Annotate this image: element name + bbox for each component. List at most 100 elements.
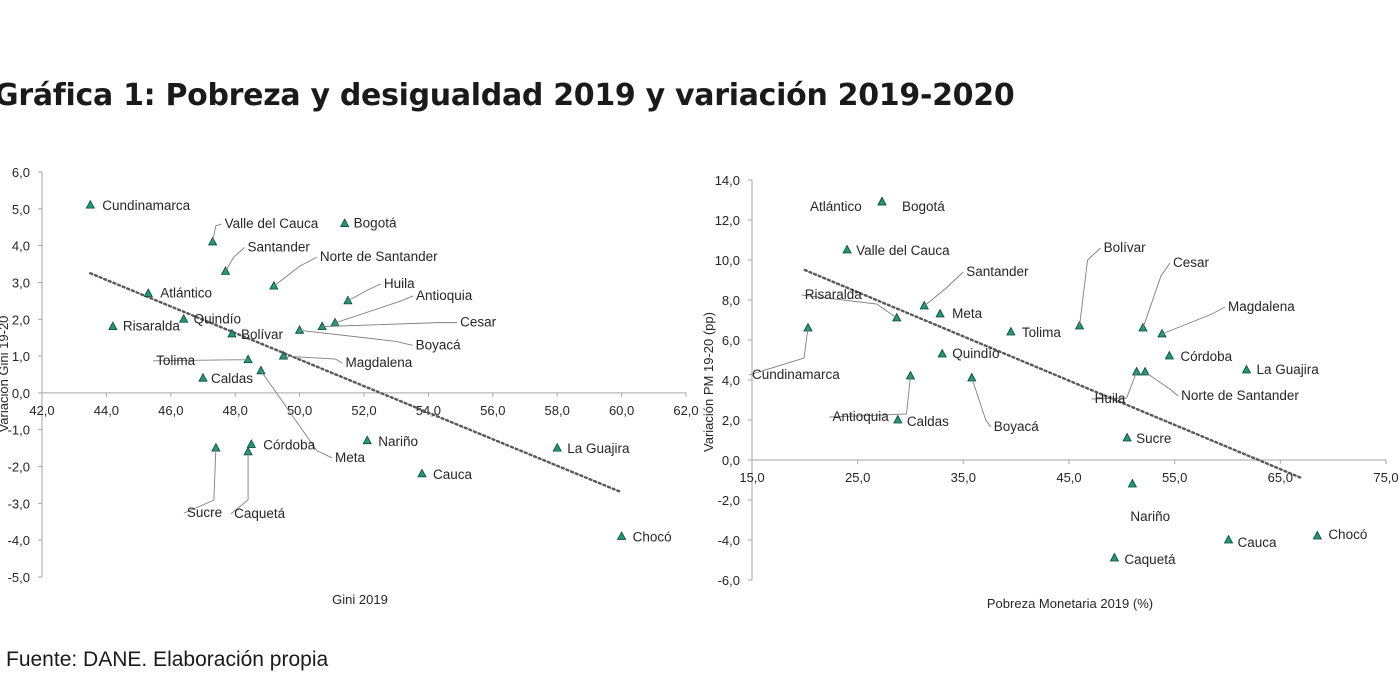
- pm-leader-cesar: [1142, 262, 1171, 329]
- pm-point-cauca: [1223, 534, 1234, 544]
- pm-label-boyaca: Boyacá: [994, 419, 1040, 434]
- pm-label-cordoba: Córdoba: [1180, 349, 1232, 364]
- pm-leader-boyaca: [971, 377, 992, 428]
- pm-point-caldas: [893, 414, 903, 424]
- gini-point-cundinamarca: [85, 199, 95, 209]
- pm-label-cesar: Cesar: [1173, 255, 1210, 270]
- gini-leader-caqueta: [230, 451, 249, 515]
- pm-x-tick-label: 35,0: [951, 470, 976, 485]
- gini-point-caldas: [198, 372, 208, 382]
- gini-label-narino: Nariño: [378, 434, 418, 449]
- pm-leader-norte-de-santander: [1144, 371, 1179, 397]
- pm-y-tick-label: 4,0: [722, 373, 740, 388]
- gini-label-norte-de-santander: Norte de Santander: [320, 249, 438, 264]
- pm-leader-cundinamarca: [748, 327, 809, 376]
- pm-x-tick-label: 65,0: [1268, 470, 1293, 485]
- pm-label-cundinamarca: Cundinamarca: [752, 367, 840, 382]
- gini-point-atlantico: [143, 288, 153, 297]
- gini-y-tick-label: -4,0: [8, 533, 30, 548]
- gini-label-caqueta: Caquetá: [234, 506, 286, 521]
- gini-label-antioquia: Antioquia: [416, 288, 473, 303]
- pm-label-atlantico: Atlántico: [810, 199, 862, 214]
- gini-y-tick-label: -2,0: [8, 460, 30, 475]
- pm-y-axis-title: Variación PM 19-20 (pp): [701, 312, 716, 452]
- pm-label-caldas: Caldas: [907, 414, 949, 429]
- gini-point-tolima: [243, 354, 253, 364]
- gini-x-tick-label: 42,0: [29, 403, 54, 418]
- gini-point-choco: [616, 531, 627, 540]
- pm-y-tick-label: -2,0: [718, 493, 740, 508]
- gini-leader-tolima: [153, 359, 249, 362]
- pm-trendline: [803, 268, 1303, 480]
- pm-label-meta: Meta: [952, 306, 983, 321]
- gini-y-tick-label: 1,0: [12, 349, 30, 364]
- pm-x-tick-label: 15,0: [739, 470, 764, 485]
- pm-y-tick-label: 8,0: [722, 293, 740, 308]
- gini-x-tick-label: 58,0: [545, 403, 570, 418]
- gini-leader-boyaca: [299, 329, 413, 346]
- gini-x-tick-label: 50,0: [287, 403, 312, 418]
- gini-leader-cesar: [322, 322, 458, 328]
- gini-leader-meta: [260, 370, 333, 459]
- gini-y-tick-label: 2,0: [12, 312, 30, 327]
- gini-point-magdalena: [278, 350, 289, 360]
- gini-label-boyaca: Boyacá: [416, 337, 462, 352]
- gini-point-bogota: [340, 218, 350, 227]
- pm-y-tick-label: 10,0: [715, 253, 740, 268]
- gini-point-norte-de-santander: [269, 280, 279, 290]
- gini-point-narino: [362, 435, 372, 445]
- gini-label-la-guajira: La Guajira: [567, 441, 630, 456]
- gini-y-tick-label: -5,0: [8, 570, 30, 585]
- gini-x-tick-label: 60,0: [609, 403, 634, 418]
- gini-point-cesar: [317, 321, 327, 331]
- gini-label-caldas: Caldas: [211, 371, 253, 386]
- gini-label-cesar: Cesar: [460, 315, 497, 330]
- gini-label-quindio: Quindío: [194, 311, 241, 326]
- pm-point-caqueta: [1109, 552, 1120, 562]
- pm-x-tick-label: 25,0: [845, 470, 870, 485]
- gini-label-tolima: Tolima: [156, 353, 196, 368]
- gini-label-risaralda: Risaralda: [123, 319, 181, 334]
- pm-point-quindio: [937, 348, 947, 358]
- pm-point-meta: [935, 308, 945, 318]
- gini-label-huila: Huila: [384, 276, 415, 291]
- pm-point-santander: [919, 300, 929, 310]
- gini-point-bolivar: [227, 328, 237, 338]
- pm-label-caqueta: Caquetá: [1124, 552, 1176, 567]
- pm-point-valle-del-cauca: [842, 244, 852, 254]
- pm-leader-santander: [923, 271, 964, 307]
- pm-point-cordoba: [1164, 350, 1175, 360]
- pm-label-quindio: Quindío: [952, 346, 999, 361]
- pm-label-antioquia: Antioquia: [833, 409, 890, 424]
- gini-leader-valle-del-cauca: [212, 223, 222, 243]
- pm-x-tick-label: 55,0: [1162, 470, 1187, 485]
- pm-x-tick-label: 75,0: [1373, 470, 1398, 485]
- gini-x-tick-label: 48,0: [223, 403, 248, 418]
- gini-label-bogota: Bogotá: [354, 216, 397, 231]
- gini-y-tick-label: 6,0: [12, 165, 30, 180]
- gini-y-axis-title: Variación Gini 19-20: [0, 316, 11, 433]
- pm-label-tolima: Tolima: [1022, 325, 1062, 340]
- pm-point-choco: [1312, 530, 1322, 540]
- gini-label-meta: Meta: [335, 450, 366, 465]
- pm-point-huila: [1131, 366, 1142, 376]
- pm-label-sucre: Sucre: [1136, 431, 1171, 446]
- gini-leader-sucre: [183, 448, 217, 514]
- pm-label-choco: Chocó: [1328, 527, 1367, 542]
- pm-leader-antioquia: [829, 375, 911, 418]
- gini-label-cordoba: Córdoba: [263, 437, 315, 452]
- pm-y-tick-label: -6,0: [718, 573, 740, 588]
- pm-point-sucre: [1122, 432, 1132, 442]
- gini-scatter-chart: 6,0 5,0 4,0 3,0 2,0 1,0 0,0 -1,0 -2,0 -3,0 -4,0 -5,…: [0, 165, 699, 607]
- gini-point-cauca: [417, 468, 427, 478]
- gini-label-valle-del-cauca: Valle del Cauca: [225, 216, 319, 231]
- gini-y-tick-label: 3,0: [12, 275, 30, 290]
- gini-y-tick-label: 5,0: [12, 202, 30, 217]
- source-note: Fuente: DANE. Elaboración propia: [6, 648, 329, 671]
- gini-label-sucre: Sucre: [187, 505, 222, 520]
- pm-y-tick-label: 6,0: [722, 333, 740, 348]
- gini-x-tick-label: 52,0: [351, 403, 376, 418]
- gini-x-tick-label: 44,0: [94, 403, 119, 418]
- pm-point-narino: [1127, 478, 1138, 488]
- gini-trendline: [89, 272, 623, 494]
